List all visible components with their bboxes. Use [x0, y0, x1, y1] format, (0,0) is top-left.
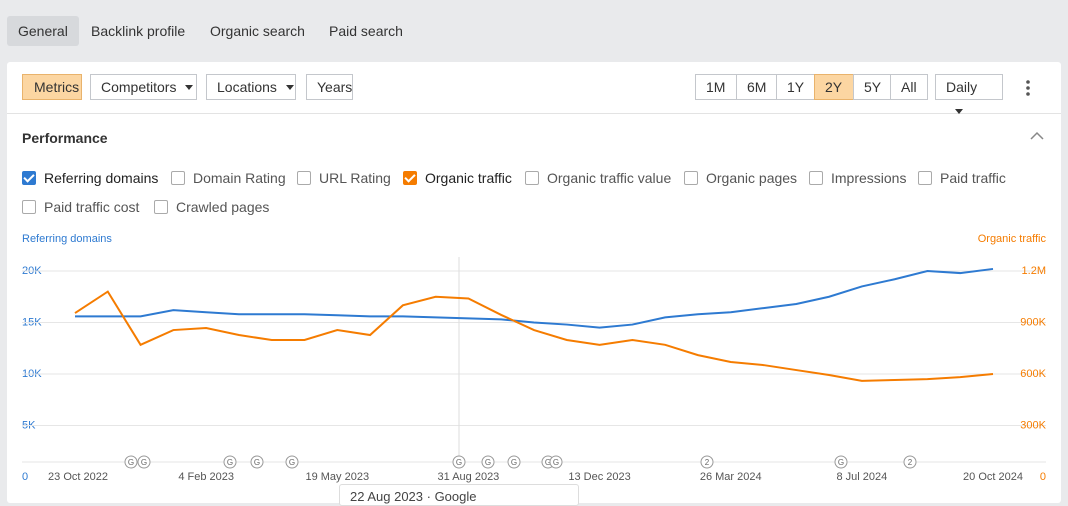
- metric-label: Referring domains: [44, 170, 159, 186]
- series-line: [75, 267, 994, 329]
- metric-label: Organic traffic: [425, 170, 512, 186]
- metric-checkbox[interactable]: Domain Rating: [171, 170, 286, 186]
- toolbar-button[interactable]: Metrics: [22, 74, 82, 100]
- chart: Referring domains Organic traffic05K10K15…: [22, 233, 1047, 483]
- metric-checkbox[interactable]: Impressions: [809, 170, 906, 186]
- tab[interactable]: Backlink profile: [91, 23, 186, 39]
- range-button[interactable]: 5Y: [853, 74, 895, 100]
- y-tick-label: 0: [22, 471, 28, 483]
- y2-tick-label: 600K: [1020, 368, 1046, 380]
- toolbar-button[interactable]: Years: [306, 74, 353, 100]
- event-marker: [834, 455, 848, 469]
- divider: [7, 113, 1061, 114]
- x-tick-label: 20 Oct 2024: [963, 471, 1023, 483]
- event-label: G: [128, 458, 134, 467]
- event-marker: [250, 455, 264, 469]
- range-button[interactable]: 1Y: [776, 74, 818, 100]
- event-marker: [223, 455, 237, 469]
- x-tick-label: 8 Jul 2024: [836, 471, 887, 483]
- metric-checkbox[interactable]: Organic pages: [684, 170, 797, 186]
- section-title: Performance: [22, 130, 108, 146]
- checkbox[interactable]: [22, 200, 36, 214]
- checkbox[interactable]: [171, 171, 185, 185]
- metric-label: Crawled pages: [176, 199, 270, 215]
- tab[interactable]: Organic search: [210, 23, 305, 39]
- checkbox[interactable]: [809, 171, 823, 185]
- event-marker: [124, 455, 138, 469]
- event-marker: [481, 455, 495, 469]
- range-button[interactable]: 2Y: [814, 74, 856, 100]
- event-marker: [137, 455, 151, 469]
- metric-checkbox[interactable]: Paid traffic cost: [22, 199, 139, 215]
- metric-checkbox[interactable]: Organic traffic: [403, 170, 512, 186]
- y2-tick-label: 0: [1040, 471, 1046, 483]
- tab[interactable]: Paid search: [329, 23, 403, 39]
- checkbox[interactable]: [154, 200, 168, 214]
- x-tick-label: 26 Mar 2024: [700, 471, 762, 483]
- metric-label: Paid traffic cost: [44, 199, 140, 215]
- event-marker: [700, 455, 714, 469]
- event-label: G: [141, 458, 147, 467]
- event-marker: [285, 455, 299, 469]
- event-marker: [452, 455, 466, 469]
- event-marker: [549, 455, 563, 469]
- metric-checkbox[interactable]: Crawled pages: [154, 199, 269, 215]
- metric-label: Organic traffic value: [547, 170, 672, 186]
- collapse-icon[interactable]: [1030, 131, 1044, 141]
- checkbox[interactable]: [297, 171, 311, 185]
- y2-tick-label: 1.2M: [1022, 265, 1046, 277]
- event-label: G: [456, 458, 462, 467]
- metric-checkbox[interactable]: Paid traffic: [918, 170, 1006, 186]
- event-label: 2: [908, 458, 913, 467]
- event-label: G: [838, 458, 844, 467]
- y2-tick-label: 900K: [1020, 316, 1046, 328]
- metric-label: Paid traffic: [940, 170, 1006, 186]
- event-label: G: [553, 458, 559, 467]
- event-label: G: [289, 458, 295, 467]
- tab[interactable]: General: [7, 16, 79, 46]
- event-marker: [903, 455, 917, 469]
- event-label: G: [511, 458, 517, 467]
- card: [7, 62, 1061, 503]
- axis-title: Organic traffic: [978, 233, 1047, 245]
- metric-checkbox[interactable]: Organic traffic value: [525, 170, 671, 186]
- range-button[interactable]: 1M: [695, 74, 737, 100]
- range-button[interactable]: 6M: [736, 74, 778, 100]
- event-label: 2: [705, 458, 710, 467]
- metric-label: Organic pages: [706, 170, 798, 186]
- series-line: [74, 290, 994, 382]
- toolbar-button[interactable]: Locations: [206, 74, 296, 100]
- checkbox[interactable]: [403, 171, 417, 185]
- checkbox[interactable]: [22, 171, 36, 185]
- y2-tick-label: 300K: [1020, 419, 1046, 431]
- x-tick-label: 4 Feb 2023: [178, 471, 234, 483]
- event-marker: [507, 455, 521, 469]
- metric-label: Impressions: [831, 170, 907, 186]
- range-button[interactable]: All: [890, 74, 928, 100]
- event-label: G: [227, 458, 233, 467]
- checkbox[interactable]: [918, 171, 932, 185]
- event-label: G: [485, 458, 491, 467]
- checkbox[interactable]: [525, 171, 539, 185]
- x-tick-label: 19 May 2023: [305, 471, 369, 483]
- x-tick-label: 31 Aug 2023: [438, 471, 500, 483]
- interval-select[interactable]: Daily: [935, 74, 1003, 100]
- metric-checkbox[interactable]: Referring domains: [22, 170, 158, 186]
- checkbox[interactable]: [684, 171, 698, 185]
- toolbar-button[interactable]: Competitors: [90, 74, 197, 100]
- more-icon[interactable]: [1022, 79, 1034, 97]
- x-tick-label: 23 Oct 2022: [48, 471, 108, 483]
- metric-label: Domain Rating: [193, 170, 286, 186]
- event-label: G: [545, 458, 551, 467]
- metric-checkbox[interactable]: URL Rating: [297, 170, 391, 186]
- axis-title: Referring domains: [22, 233, 112, 245]
- event-label: G: [254, 458, 260, 467]
- metric-label: URL Rating: [319, 170, 391, 186]
- x-tick-label: 13 Dec 2023: [568, 471, 630, 483]
